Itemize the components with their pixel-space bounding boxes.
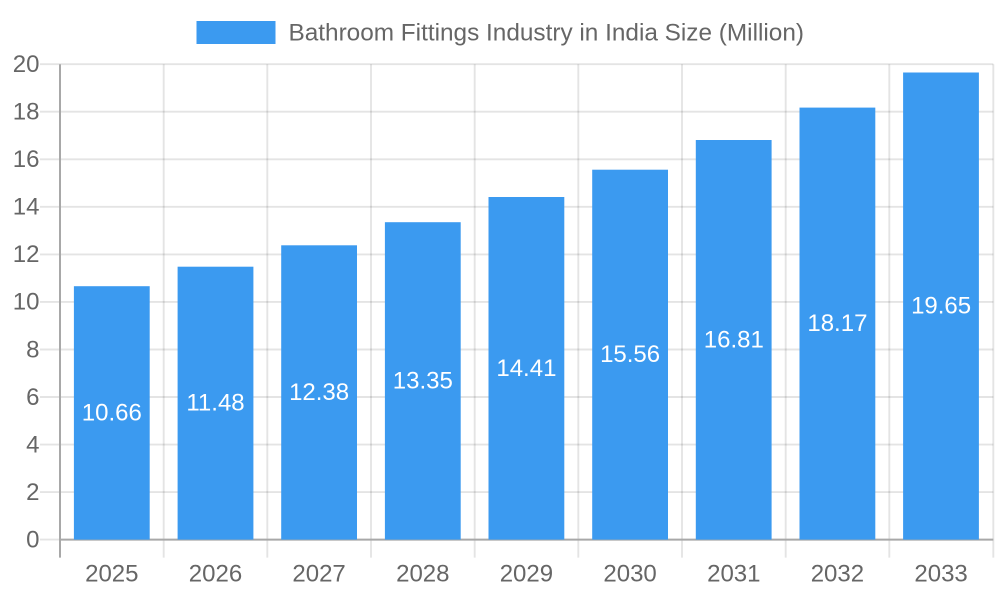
svg-text:2032: 2032 <box>811 561 864 588</box>
svg-text:2026: 2026 <box>189 561 242 588</box>
svg-text:10.66: 10.66 <box>82 399 142 426</box>
svg-text:14: 14 <box>13 194 40 221</box>
svg-text:0: 0 <box>26 526 39 553</box>
svg-text:2: 2 <box>26 479 39 506</box>
svg-text:2030: 2030 <box>603 561 656 588</box>
svg-text:8: 8 <box>26 336 39 363</box>
svg-text:12: 12 <box>13 241 40 268</box>
svg-text:10: 10 <box>13 289 40 316</box>
svg-text:2028: 2028 <box>396 561 449 588</box>
svg-text:2025: 2025 <box>85 561 138 588</box>
svg-text:6: 6 <box>26 384 39 411</box>
svg-text:13.35: 13.35 <box>393 367 453 394</box>
svg-text:19.65: 19.65 <box>911 293 971 320</box>
svg-text:15.56: 15.56 <box>600 341 660 368</box>
svg-text:16.81: 16.81 <box>704 326 764 353</box>
svg-text:2029: 2029 <box>500 561 553 588</box>
svg-text:16: 16 <box>13 146 40 173</box>
svg-text:14.41: 14.41 <box>496 355 556 382</box>
svg-text:2027: 2027 <box>292 561 345 588</box>
svg-text:18: 18 <box>13 99 40 126</box>
svg-text:Bathroom Fittings Industry in: Bathroom Fittings Industry in India Size… <box>289 20 804 47</box>
svg-text:2033: 2033 <box>914 561 967 588</box>
svg-text:4: 4 <box>26 431 39 458</box>
svg-text:20: 20 <box>13 51 40 78</box>
svg-text:2031: 2031 <box>707 561 760 588</box>
svg-text:18.17: 18.17 <box>807 310 867 337</box>
svg-text:12.38: 12.38 <box>289 379 349 406</box>
svg-text:11.48: 11.48 <box>186 390 244 417</box>
